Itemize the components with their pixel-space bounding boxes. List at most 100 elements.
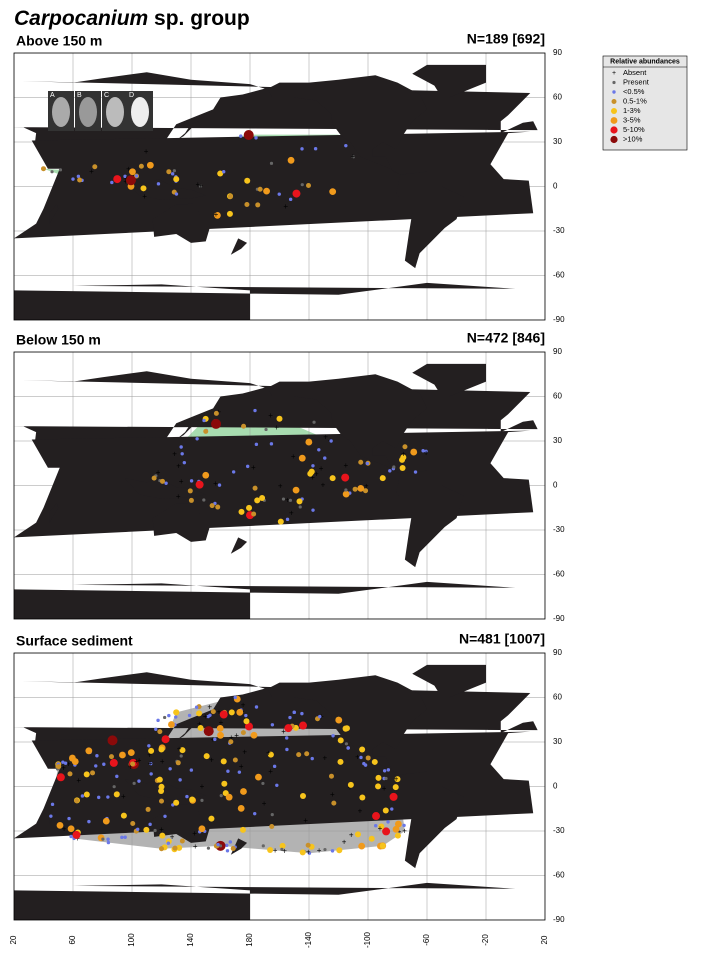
sample-dot [168,721,175,728]
sample-dot [203,753,210,760]
sample-dot [285,517,290,522]
legend-symbol [611,99,617,104]
sample-absent: + [213,479,218,488]
sample-dot [206,846,211,850]
sample-dot [156,182,161,186]
sample-dot [123,835,127,839]
sample-dot [120,835,124,840]
sample-absent: + [229,733,234,742]
sample-dot [312,420,316,424]
sample-dot [344,143,348,148]
sample-dot [413,470,418,474]
landmass [124,179,206,200]
sample-dot [158,783,165,790]
sample-dot [216,842,220,847]
landmass [176,420,199,440]
lat-tick-label: 60 [553,693,562,702]
sample-dot [240,730,246,736]
sample-dot [163,814,167,819]
lat-tick-label: -60 [553,570,565,579]
sample-absent: + [322,754,327,763]
sample-dot [254,442,259,447]
sample-dot [384,776,388,781]
sample-dot [255,773,262,781]
landmass [124,779,206,800]
panel-count: N=189 [692] [467,31,545,47]
landmass [176,121,199,141]
sample-absent: + [358,807,363,816]
landmass [545,883,703,920]
sample-dot [288,715,292,720]
sample-dot [382,827,391,836]
sample-dot [296,498,303,505]
sample-dot [56,764,62,770]
sample-dot [208,713,212,718]
sample-dot [352,486,358,492]
sample-dot [187,713,192,718]
sample-dot [113,175,122,184]
sample-dot [178,778,182,782]
sample-dot [399,456,406,463]
legend-symbol [611,108,617,114]
landmass [49,503,59,523]
sample-dot [311,464,315,468]
sample-dot [101,837,105,841]
legend-item: 3-5% [623,115,641,124]
landmass [230,238,248,255]
lat-tick-label: 90 [553,48,562,57]
sample-dot [359,746,366,753]
sample-dot [56,821,64,829]
map-frame [13,351,546,620]
sample-dot [317,448,321,452]
sample-dot [305,842,311,848]
sample-dot [244,201,250,207]
legend-item: 0.5-1% [623,96,647,105]
sample-dot [300,183,304,187]
sample-absent: + [239,762,244,771]
landmass [396,771,464,869]
sample-absent: + [123,177,128,186]
sample-dot [254,497,261,504]
sample-dot [76,174,81,179]
sample-dot [269,824,275,830]
sample-dot [102,817,110,825]
sample-dot [236,708,244,716]
sample-absent: + [343,461,348,470]
sample-dot [261,844,265,848]
sample-dot [285,747,289,752]
sample-dot [365,755,371,761]
sample-dot [179,445,183,449]
sample-dot [159,846,165,852]
sample-absent: + [126,164,131,173]
sample-dot [102,762,106,766]
sample-dot [83,791,90,798]
sample-dot [244,713,248,718]
sample-absent: + [303,816,308,825]
sample-absent: + [176,492,181,501]
sample-absent: + [291,452,296,461]
sample-dot [351,155,355,159]
sample-absent: + [268,411,273,420]
sample-dot [254,136,258,140]
sample-dot [329,188,337,196]
legend-symbol [612,80,616,85]
sample-dot [112,785,116,789]
legend-title: Relative abundances [610,58,680,65]
sample-dot [61,760,65,764]
sample-dot [226,769,230,773]
sample-dot [134,174,139,178]
sample-dot [269,442,274,446]
sample-dot [375,783,382,790]
sample-absent: + [314,469,319,478]
sample-dot [50,170,54,174]
title-italic: Carpocanium [14,7,148,30]
sample-dot [130,761,136,767]
sample-dot [132,781,136,785]
sample-dot [255,202,261,208]
sample-absent: + [76,776,81,785]
sample-absent: + [144,147,149,156]
sample-dot [402,444,408,450]
sample-dot [288,197,293,202]
sample-dot [392,825,400,833]
